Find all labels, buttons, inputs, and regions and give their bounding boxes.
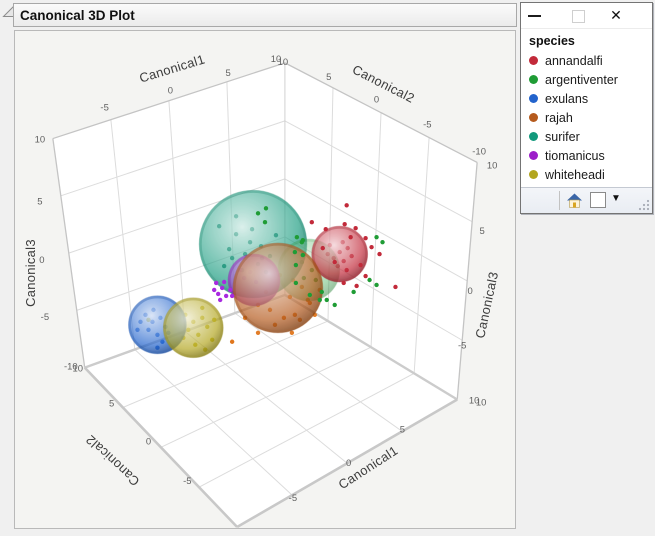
legend-items: annandalfi argentiventer exulans rajah surif… [528,51,652,184]
legend-item-label: tiomanicus [545,148,605,163]
close-icon[interactable]: ✕ [610,7,622,23]
legend-item-label: exulans [545,91,589,106]
page-title: Canonical 3D Plot [20,7,135,23]
legend-color-dot [529,170,538,179]
axis-tick-label: -5 [458,341,466,352]
report-title-bar[interactable]: Canonical 3D Plot [13,3,517,27]
legend-color-dot [529,151,538,160]
legend-item-argentiventer[interactable]: argentiventer [528,70,652,89]
axis-tick-label: 10 [72,364,83,375]
ellipsoid-whiteheadi[interactable] [162,297,224,359]
axis-tick-label: 10 [278,57,289,68]
axis-tick-label: -5 [289,493,297,504]
legend-item-label: whiteheadi [545,167,605,182]
axis-tick-label: 5 [37,196,42,207]
ellipsoids[interactable] [128,189,369,359]
minimize-icon[interactable] [528,15,541,17]
axis-tick-label: -5 [423,120,431,131]
legend-color-dot [529,94,538,103]
dropdown-arrow-icon[interactable]: ▼ [611,193,621,204]
axis-title: Canonical3 [472,270,501,339]
plot-panel: -5 0 5 10 10 5 0 -5 -10 10 5 0 -5 10 10 10 5 0 -5 -10 10 5 0 -5… [14,30,516,529]
outlier-points-rajah [229,339,235,344]
legend-item-annandalfi[interactable]: annandalfi [528,51,652,70]
outlier-points-tiomanicus [212,279,235,303]
legend-item-tiomanicus[interactable]: tiomanicus [528,146,652,165]
home-icon[interactable] [566,192,583,209]
ellipsoid-rajah[interactable] [232,242,324,334]
axis-tick-label: 10 [487,160,498,171]
toolbar-separator [559,191,560,210]
legend-title: species [529,34,575,48]
resize-grip-icon[interactable] [637,198,650,211]
axis-title: Canonical1 [137,51,206,85]
axis-tick-label: -10 [64,362,78,373]
legend-item-exulans[interactable]: exulans [528,89,652,108]
ellipsoid-annandalfi[interactable] [311,225,369,283]
outlier-points-annandalfi [309,203,398,290]
axis-tick-label: 10 [469,396,480,407]
legend-color-dot [529,56,538,65]
maximize-icon[interactable] [572,10,585,23]
color-swatch-button[interactable] [590,192,606,208]
axis-tick-label: 10 [476,397,487,408]
axis-tick-label: -5 [41,312,49,323]
legend-item-whiteheadi[interactable]: whiteheadi [528,165,652,184]
axis-tick-label: -5 [100,103,108,114]
axis-tick-label: 5 [109,398,114,409]
legend-color-dot [529,113,538,122]
outlier-points-argentiventer [255,206,385,308]
legend-color-dot [529,132,538,141]
legend-item-surifer[interactable]: surifer [528,127,652,146]
legend-color-dot [529,75,538,84]
axis-title: Canonical2 [350,62,417,106]
axis-tick-label: 0 [468,286,473,297]
legend-item-label: argentiventer [545,72,618,87]
axis-tick-label: -10 [472,147,486,158]
legend-item-label: rajah [545,110,573,125]
legend-window: ✕ species annandalfi argentiventer exulans… [520,2,653,214]
axis-tick-label: 0 [374,95,379,106]
axis-tick-label: -5 [183,476,191,487]
legend-item-label: annandalfi [545,53,603,68]
legend-toolbar: ▼ [521,187,652,213]
legend-item-rajah[interactable]: rajah [528,108,652,127]
axis-tick-label: 10 [271,54,282,65]
legend-window-titlebar[interactable]: ✕ [521,3,652,29]
axis-title: Canonical3 [23,239,38,307]
axis-tick-label: 0 [39,255,44,266]
canonical-3d-plot[interactable]: -505101050-5-101050-510101050-5-101050-5… [15,31,515,528]
legend-item-label: surifer [545,129,580,144]
axis-tick-label: 0 [146,436,151,447]
axis-title: Canonical2 [83,432,143,489]
axis-tick-label: 5 [479,226,484,237]
scatter-points[interactable] [212,203,398,344]
axis-tick-label: 0 [346,458,351,469]
axis-tick-label: 0 [168,86,173,97]
axis-tick-label: 5 [400,424,405,435]
axis-tick-label: 10 [35,135,46,146]
axis-tick-label: 5 [226,68,231,79]
axis-tick-label: 5 [326,72,331,83]
